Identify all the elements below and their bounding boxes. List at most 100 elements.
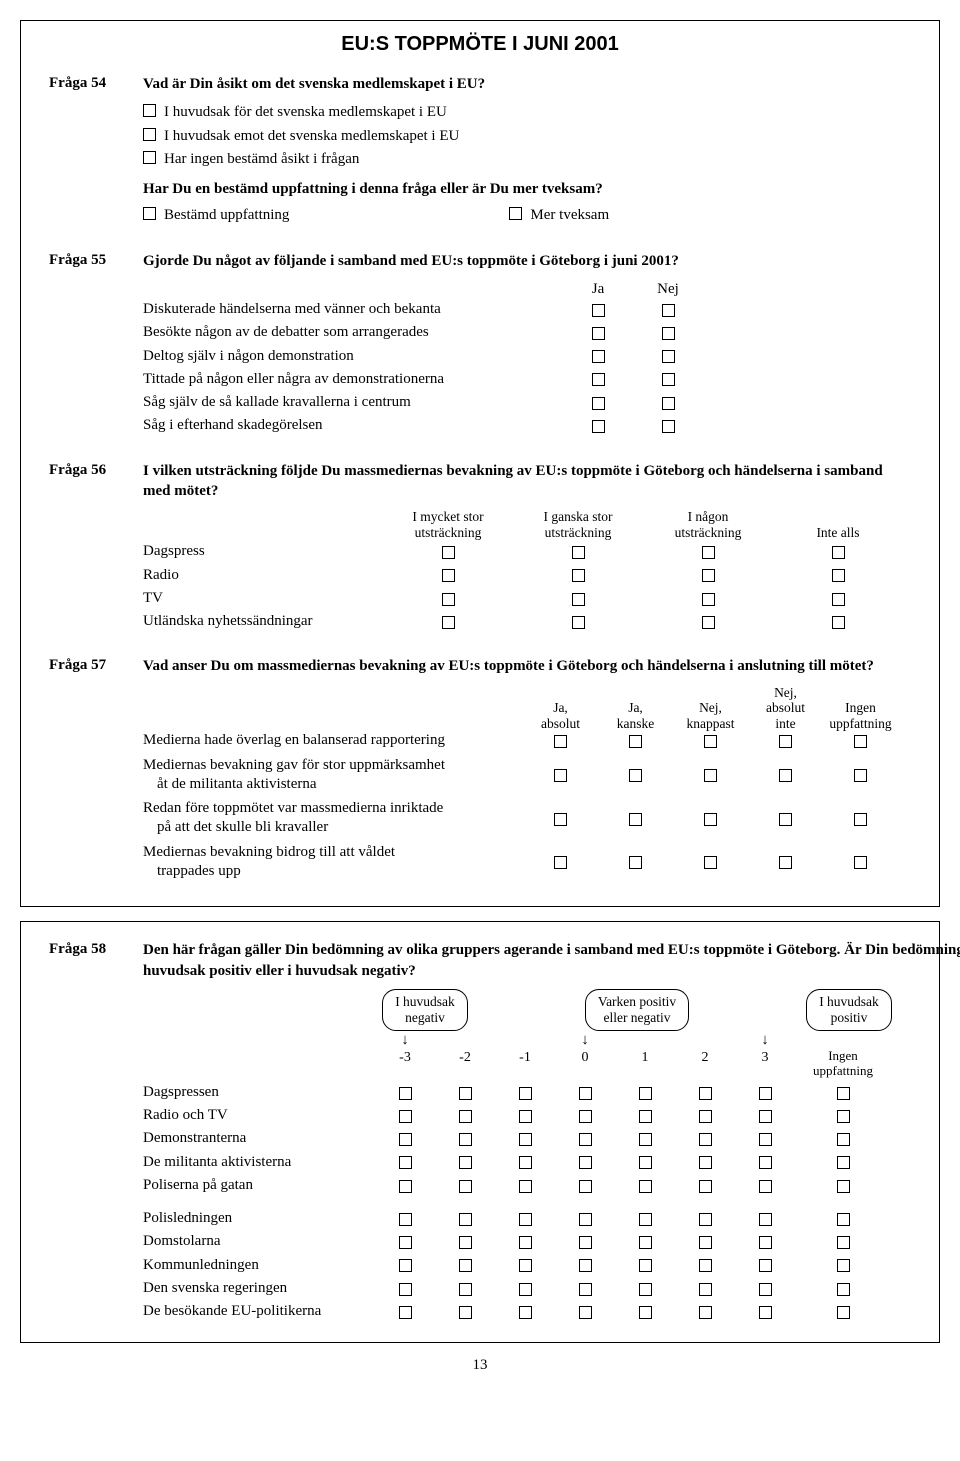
checkbox[interactable] (399, 1110, 412, 1123)
checkbox[interactable] (702, 546, 715, 559)
checkbox[interactable] (519, 1213, 532, 1226)
checkbox[interactable] (704, 813, 717, 826)
checkbox[interactable] (519, 1156, 532, 1169)
checkbox[interactable] (572, 569, 585, 582)
checkbox[interactable] (629, 856, 642, 869)
checkbox[interactable] (837, 1213, 850, 1226)
checkbox[interactable] (662, 420, 675, 433)
checkbox[interactable] (759, 1259, 772, 1272)
checkbox[interactable] (699, 1110, 712, 1123)
checkbox[interactable] (837, 1236, 850, 1249)
checkbox[interactable] (662, 350, 675, 363)
checkbox[interactable] (662, 397, 675, 410)
checkbox[interactable] (579, 1133, 592, 1146)
checkbox[interactable] (854, 769, 867, 782)
checkbox[interactable] (579, 1213, 592, 1226)
checkbox[interactable] (572, 616, 585, 629)
checkbox[interactable] (399, 1133, 412, 1146)
checkbox[interactable] (519, 1133, 532, 1146)
checkbox[interactable] (143, 128, 156, 141)
checkbox[interactable] (519, 1236, 532, 1249)
checkbox[interactable] (837, 1110, 850, 1123)
checkbox[interactable] (854, 813, 867, 826)
checkbox[interactable] (779, 856, 792, 869)
checkbox[interactable] (702, 593, 715, 606)
checkbox[interactable] (459, 1110, 472, 1123)
checkbox[interactable] (399, 1156, 412, 1169)
checkbox[interactable] (629, 735, 642, 748)
checkbox[interactable] (837, 1156, 850, 1169)
checkbox[interactable] (442, 546, 455, 559)
checkbox[interactable] (837, 1259, 850, 1272)
checkbox[interactable] (837, 1306, 850, 1319)
checkbox[interactable] (759, 1283, 772, 1296)
checkbox[interactable] (459, 1306, 472, 1319)
checkbox[interactable] (509, 207, 522, 220)
checkbox[interactable] (779, 735, 792, 748)
checkbox[interactable] (639, 1110, 652, 1123)
checkbox[interactable] (579, 1236, 592, 1249)
checkbox[interactable] (579, 1156, 592, 1169)
checkbox[interactable] (759, 1236, 772, 1249)
checkbox[interactable] (704, 735, 717, 748)
checkbox[interactable] (143, 207, 156, 220)
checkbox[interactable] (837, 1133, 850, 1146)
checkbox[interactable] (459, 1180, 472, 1193)
checkbox[interactable] (554, 856, 567, 869)
checkbox[interactable] (837, 1283, 850, 1296)
checkbox[interactable] (459, 1087, 472, 1100)
checkbox[interactable] (662, 373, 675, 386)
checkbox[interactable] (519, 1110, 532, 1123)
checkbox[interactable] (699, 1213, 712, 1226)
checkbox[interactable] (399, 1087, 412, 1100)
checkbox[interactable] (639, 1087, 652, 1100)
checkbox[interactable] (832, 569, 845, 582)
checkbox[interactable] (629, 813, 642, 826)
checkbox[interactable] (442, 569, 455, 582)
checkbox[interactable] (639, 1283, 652, 1296)
checkbox[interactable] (759, 1156, 772, 1169)
checkbox[interactable] (639, 1133, 652, 1146)
checkbox[interactable] (519, 1306, 532, 1319)
checkbox[interactable] (519, 1180, 532, 1193)
checkbox[interactable] (639, 1236, 652, 1249)
checkbox[interactable] (459, 1283, 472, 1296)
checkbox[interactable] (837, 1180, 850, 1193)
checkbox[interactable] (459, 1236, 472, 1249)
checkbox[interactable] (629, 769, 642, 782)
checkbox[interactable] (779, 769, 792, 782)
checkbox[interactable] (459, 1213, 472, 1226)
checkbox[interactable] (554, 769, 567, 782)
checkbox[interactable] (662, 304, 675, 317)
checkbox[interactable] (399, 1306, 412, 1319)
checkbox[interactable] (579, 1110, 592, 1123)
checkbox[interactable] (579, 1283, 592, 1296)
checkbox[interactable] (592, 350, 605, 363)
checkbox[interactable] (519, 1259, 532, 1272)
checkbox[interactable] (639, 1259, 652, 1272)
checkbox[interactable] (639, 1180, 652, 1193)
checkbox[interactable] (832, 593, 845, 606)
checkbox[interactable] (459, 1156, 472, 1169)
checkbox[interactable] (639, 1306, 652, 1319)
checkbox[interactable] (399, 1283, 412, 1296)
checkbox[interactable] (702, 569, 715, 582)
checkbox[interactable] (554, 813, 567, 826)
checkbox[interactable] (399, 1236, 412, 1249)
checkbox[interactable] (143, 151, 156, 164)
checkbox[interactable] (699, 1133, 712, 1146)
checkbox[interactable] (854, 856, 867, 869)
checkbox[interactable] (759, 1087, 772, 1100)
checkbox[interactable] (639, 1213, 652, 1226)
checkbox[interactable] (704, 769, 717, 782)
checkbox[interactable] (579, 1306, 592, 1319)
checkbox[interactable] (592, 373, 605, 386)
checkbox[interactable] (592, 304, 605, 317)
checkbox[interactable] (704, 856, 717, 869)
checkbox[interactable] (399, 1213, 412, 1226)
checkbox[interactable] (442, 593, 455, 606)
checkbox[interactable] (699, 1259, 712, 1272)
checkbox[interactable] (699, 1156, 712, 1169)
checkbox[interactable] (759, 1213, 772, 1226)
checkbox[interactable] (699, 1236, 712, 1249)
